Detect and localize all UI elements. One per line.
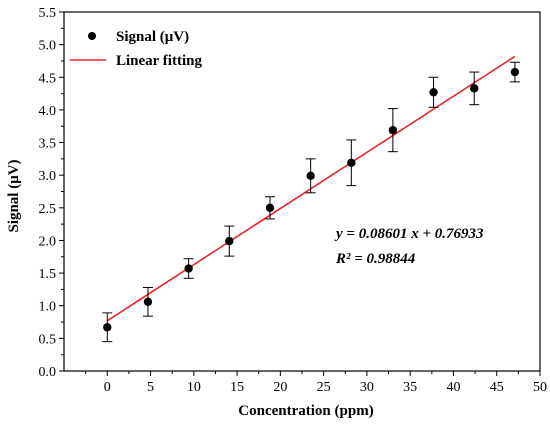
x-tick-label: 50 [533,380,547,395]
r-squared: R² = 0.98844 [335,251,416,267]
data-point [265,203,275,213]
legend: Signal (μV) Linear fitting [70,29,202,69]
data-point [429,88,438,97]
x-tick-label: 10 [187,380,201,395]
x-tick-label: 25 [317,380,331,395]
legend-label-fit: Linear fitting [116,53,202,69]
y-tick-label: 5.0 [39,39,57,54]
data-point [143,297,153,307]
y-tick-label: 2.5 [39,202,57,217]
x-tick-label: 45 [490,380,504,395]
x-tick-label: 35 [403,380,417,395]
y-tick-label: 3.0 [39,169,57,184]
x-axis-title: Concentration (ppm) [238,403,373,419]
y-tick-label: 4.5 [39,71,57,86]
y-tick-label: 1.0 [39,300,57,315]
data-point [184,264,193,273]
x-tick-label: 15 [230,380,244,395]
x-tick-label: 5 [147,380,154,395]
legend-label-signal: Signal (μV) [116,29,189,45]
x-tick-label: 30 [360,380,374,395]
data-point [510,67,520,77]
x-tick-label: 0 [104,380,111,395]
y-tick-label: 0.0 [39,365,57,380]
y-axis-title: Signal (μV) [6,159,22,232]
data-point [470,84,479,93]
data-point [225,236,234,246]
y-tick-label: 3.5 [39,137,57,152]
data-point [388,125,398,135]
x-tick-label: 40 [446,380,460,395]
fit-equation: y = 0.08601 x + 0.76933 [334,226,484,242]
y-tick-label: 4.0 [39,104,57,119]
data-point [347,158,356,167]
y-tick-label: 2.0 [39,234,57,249]
y-tick-label: 5.5 [39,6,57,21]
legend-marker-signal [88,32,96,40]
y-tick-label: 1.5 [39,267,57,282]
y-tick-label: 0.5 [39,332,57,347]
data-point [306,171,315,181]
x-tick-label: 20 [273,380,287,395]
data-point [103,323,112,332]
